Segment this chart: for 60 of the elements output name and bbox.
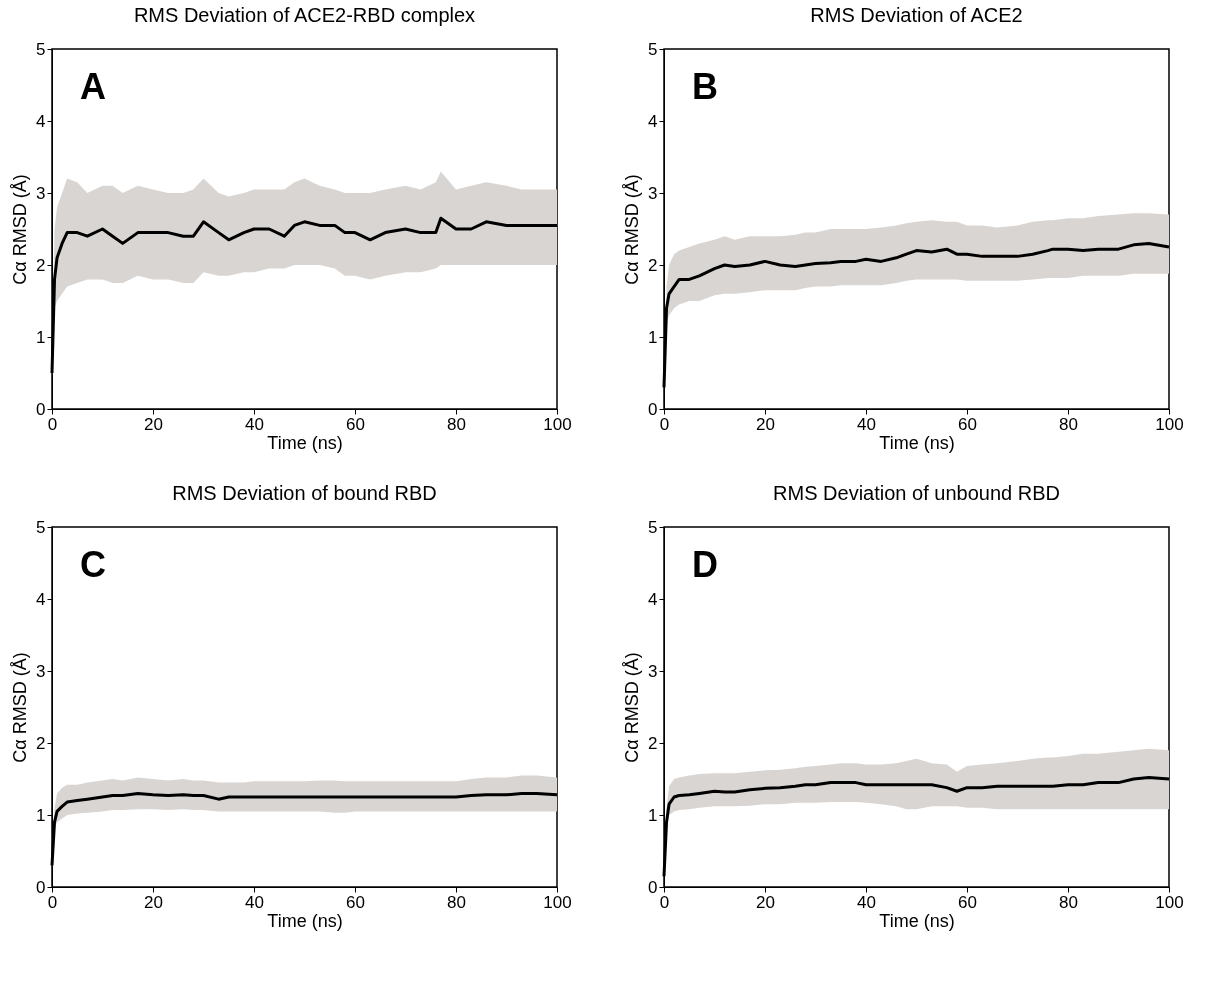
y-axis-title: Cα RMSD (Å) — [622, 174, 643, 285]
y-tick-label: 2 — [648, 255, 658, 275]
x-tick-label: 80 — [447, 414, 466, 434]
y-tick-label: 2 — [648, 733, 658, 753]
y-axis-title: Cα RMSD (Å) — [10, 174, 31, 285]
y-axis-title: Cα RMSD (Å) — [10, 652, 31, 763]
y-tick-label: 0 — [648, 399, 658, 419]
x-axis-title: Time (ns) — [267, 432, 343, 453]
x-tick-label: 100 — [543, 414, 572, 434]
x-tick-label: 20 — [756, 892, 775, 912]
y-tick-label: 3 — [648, 661, 658, 681]
x-tick-label: 80 — [1059, 892, 1078, 912]
y-axis-title: Cα RMSD (Å) — [622, 652, 643, 763]
x-axis-title: Time (ns) — [879, 432, 955, 453]
annotation: B — [692, 66, 718, 107]
chart-title: RMS Deviation of ACE2-RBD complex — [133, 4, 476, 26]
y-tick-label: 3 — [36, 661, 46, 681]
x-tick-label: 60 — [958, 892, 977, 912]
y-tick-label: 3 — [36, 183, 46, 203]
y-tick-label: 5 — [648, 517, 658, 537]
x-tick-label: 80 — [1059, 414, 1078, 434]
x-tick-label: 20 — [756, 414, 775, 434]
y-tick-label: 2 — [36, 255, 46, 275]
y-tick-label: 5 — [36, 517, 46, 537]
x-tick-label: 60 — [346, 414, 365, 434]
chart-title: RMS Deviation of unbound RBD — [773, 482, 1060, 504]
x-tick-label: 40 — [245, 414, 264, 434]
chart-title: RMS Deviation of bound RBD — [172, 482, 437, 504]
x-tick-label: 100 — [1155, 414, 1184, 434]
y-tick-label: 1 — [36, 327, 46, 347]
y-tick-label: 4 — [648, 589, 658, 609]
annotation: A — [80, 66, 106, 107]
x-axis-title: Time (ns) — [879, 910, 955, 931]
annotation: C — [80, 544, 106, 585]
x-tick-label: 40 — [857, 414, 876, 434]
x-tick-label: 100 — [1155, 892, 1184, 912]
y-tick-label: 4 — [648, 111, 658, 131]
x-axis-title: Time (ns) — [267, 910, 343, 931]
y-tick-label: 0 — [648, 877, 658, 897]
y-tick-label: 1 — [648, 805, 658, 825]
x-tick-label: 60 — [958, 414, 977, 434]
y-tick-label: 4 — [36, 589, 46, 609]
chart-title: RMS Deviation of ACE2 — [810, 4, 1023, 26]
y-tick-label: 5 — [648, 39, 658, 59]
annotation: D — [692, 544, 718, 585]
y-tick-label: 1 — [36, 805, 46, 825]
x-tick-label: 100 — [543, 892, 572, 912]
y-tick-label: 4 — [36, 111, 46, 131]
y-tick-label: 0 — [36, 399, 46, 419]
x-tick-label: 40 — [245, 892, 264, 912]
y-tick-label: 0 — [36, 877, 46, 897]
y-tick-label: 5 — [36, 39, 46, 59]
x-tick-label: 20 — [144, 414, 163, 434]
y-tick-label: 3 — [648, 183, 658, 203]
x-tick-label: 20 — [144, 892, 163, 912]
x-tick-label: 60 — [346, 892, 365, 912]
y-tick-label: 1 — [648, 327, 658, 347]
y-tick-label: 2 — [36, 733, 46, 753]
x-tick-label: 40 — [857, 892, 876, 912]
x-tick-label: 80 — [447, 892, 466, 912]
